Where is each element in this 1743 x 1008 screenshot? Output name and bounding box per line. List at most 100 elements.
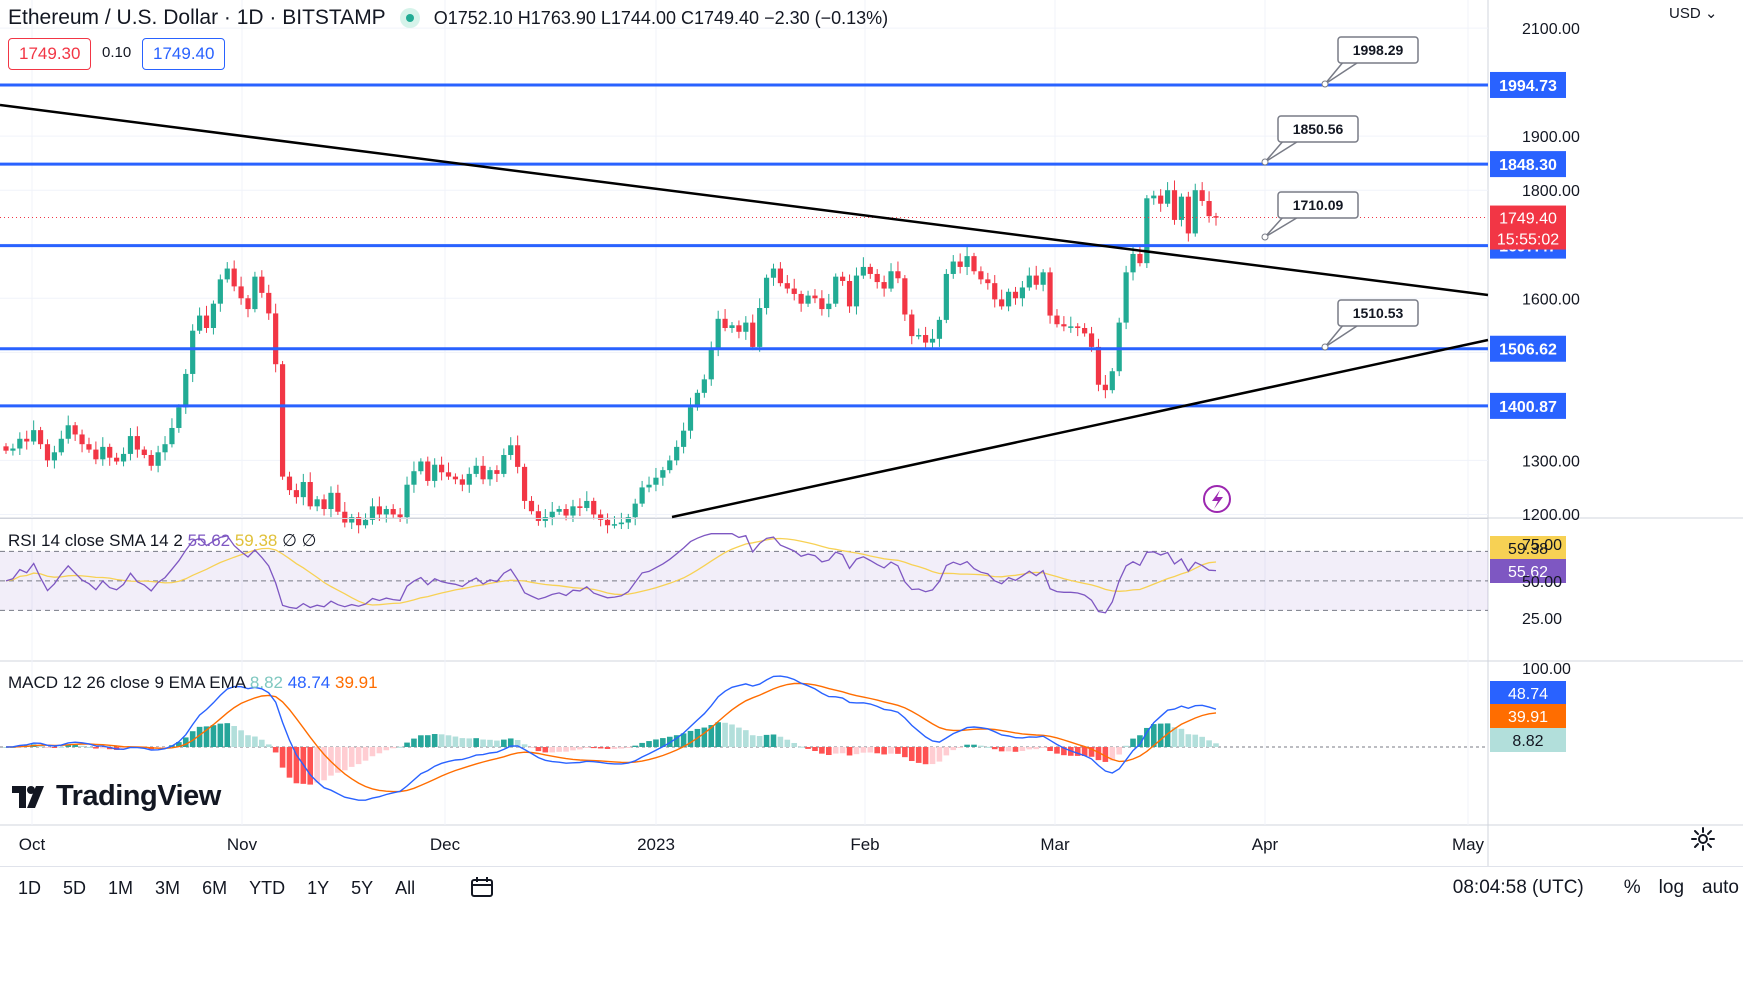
- range-button-5y[interactable]: 5Y: [351, 877, 374, 898]
- macd-hist-bar: [44, 747, 51, 748]
- macd-hist-bar: [1005, 747, 1012, 752]
- range-button-3m[interactable]: 3M: [155, 877, 181, 898]
- macd-hist-bar: [860, 747, 867, 753]
- macd-hist-bar: [473, 738, 479, 747]
- macd-hist-bar: [1185, 734, 1192, 747]
- range-button-1m[interactable]: 1M: [108, 877, 134, 898]
- candle-body: [985, 279, 991, 284]
- macd-hist-bar: [335, 747, 341, 773]
- level-label: 1994.73: [1499, 78, 1557, 95]
- macd-hist-bar: [867, 747, 874, 753]
- gear-icon[interactable]: [1690, 826, 1716, 852]
- candle-body: [632, 503, 638, 518]
- candle-body: [867, 266, 873, 274]
- calendar-icon[interactable]: [470, 876, 494, 898]
- macd-hist-bar: [998, 747, 1005, 752]
- candle-body: [515, 445, 521, 467]
- macd-hist-bar: [348, 747, 355, 767]
- candle-body: [999, 299, 1005, 307]
- macd-hist-bar: [1199, 736, 1205, 747]
- candle-body: [86, 444, 92, 450]
- candle-body: [1040, 272, 1046, 285]
- log-toggle[interactable]: log: [1658, 877, 1685, 898]
- macd-legend[interactable]: MACD 12 26 close 9 EMA EMA 8.82 48.74 39…: [8, 673, 378, 693]
- auto-toggle[interactable]: auto: [1702, 877, 1739, 898]
- macd-hist-bar: [445, 735, 452, 747]
- sell-button[interactable]: 1749.30: [8, 38, 92, 70]
- macd-hist-bar: [1144, 727, 1150, 747]
- candle-body: [1213, 216, 1219, 218]
- lightning-icon[interactable]: [1203, 485, 1231, 513]
- candle-body: [328, 492, 334, 510]
- candle-body: [224, 268, 230, 280]
- range-button-1y[interactable]: 1Y: [307, 877, 330, 898]
- candle-body: [694, 392, 701, 408]
- buy-button[interactable]: 1749.40: [142, 38, 226, 70]
- lightning-bolt: [1212, 490, 1223, 509]
- macd-hist-bar: [238, 730, 244, 747]
- macd-hist-bar: [584, 747, 590, 748]
- macd-hist-bar: [542, 747, 549, 753]
- symbol-title[interactable]: Ethereum / U.S. Dollar · 1D · BITSTAMP: [8, 6, 386, 29]
- candle-body: [3, 446, 9, 451]
- range-button-1d[interactable]: 1D: [18, 877, 42, 898]
- macd-hist-bar: [936, 747, 943, 762]
- percent-toggle[interactable]: %: [1623, 877, 1641, 898]
- candle-body: [1130, 253, 1136, 273]
- candle-body: [44, 444, 51, 461]
- candle-body: [210, 303, 217, 329]
- candle-body: [923, 335, 929, 343]
- candle-body: [853, 275, 860, 307]
- macd-hist-bar: [1116, 747, 1122, 755]
- market-status-icon[interactable]: [399, 8, 420, 28]
- macd-hist-bar: [722, 722, 728, 747]
- candle-body: [860, 266, 866, 276]
- candle-body: [473, 465, 479, 474]
- currency-selector[interactable]: USD ⌄: [1663, 2, 1723, 24]
- candle-body: [120, 453, 127, 462]
- macd-hist-bar: [203, 726, 210, 747]
- tradingview-logo[interactable]: TradingView: [12, 780, 221, 813]
- macd-label: MACD 12 26 close 9 EMA EMA: [8, 673, 246, 692]
- macd-hist-bar: [673, 735, 680, 747]
- range-button-5d[interactable]: 5D: [63, 877, 87, 898]
- descending-trendline: [0, 103, 1489, 297]
- range-button-all[interactable]: All: [395, 877, 416, 898]
- candle-body: [293, 490, 299, 498]
- callout-label: 1998.29: [1353, 42, 1404, 58]
- macd-hist-bar: [846, 747, 853, 756]
- macd-hist-bar: [1213, 743, 1219, 747]
- range-button-ytd[interactable]: YTD: [249, 877, 286, 898]
- candle-body: [148, 454, 154, 466]
- clock[interactable]: 08:04:58 (UTC): [1452, 877, 1584, 898]
- candle-body: [542, 517, 548, 521]
- callout-label: 1850.56: [1293, 121, 1344, 137]
- macd-hist-bar: [86, 746, 92, 748]
- macd-hist-bar: [991, 747, 998, 750]
- macd-hist-bar: [1019, 747, 1026, 752]
- candle-body: [273, 313, 279, 365]
- range-button-6m[interactable]: 6M: [202, 877, 228, 898]
- callout-box: [1277, 191, 1359, 219]
- ohlc-values: O1752.10 H1763.90 L1744.00 C1749.40 −2.3…: [434, 8, 888, 29]
- macd-hist-bar: [618, 747, 625, 749]
- macd-hist-bar: [355, 747, 362, 765]
- candle-body: [819, 298, 825, 310]
- candle-body: [307, 482, 313, 507]
- macd-hist-bar: [210, 725, 217, 747]
- candle-body: [770, 268, 777, 278]
- candle-body: [404, 484, 410, 518]
- macd-hist-bar: [176, 742, 182, 747]
- candle-body: [369, 506, 376, 520]
- macd-hist-value: 8.82: [249, 673, 283, 692]
- candle-body: [390, 509, 396, 515]
- candle-body: [134, 436, 140, 450]
- time-tick-label: Feb: [850, 835, 879, 854]
- macd-hist-bar: [1206, 740, 1212, 747]
- candle-body: [535, 511, 541, 521]
- rsi-legend[interactable]: RSI 14 close SMA 14 2 55.62 59.38 ∅ ∅: [8, 531, 316, 551]
- candle-body: [501, 454, 507, 474]
- macd-axis-label-bg: [1490, 681, 1566, 705]
- rsi-axis-label: 55.62: [1508, 564, 1548, 581]
